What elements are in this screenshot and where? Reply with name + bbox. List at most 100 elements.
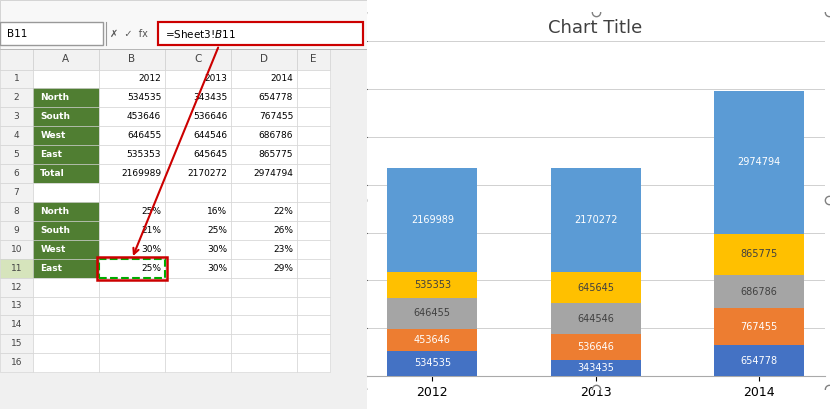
Bar — [99, 145, 165, 164]
Text: B11: B11 — [7, 29, 27, 39]
Bar — [297, 335, 330, 353]
Text: 535353: 535353 — [127, 150, 162, 159]
Text: 12: 12 — [11, 283, 22, 292]
Text: 646455: 646455 — [127, 131, 162, 140]
Bar — [297, 70, 330, 88]
Bar — [297, 145, 330, 164]
Text: 536646: 536646 — [193, 112, 227, 121]
Bar — [714, 308, 804, 345]
Bar — [387, 169, 477, 272]
Bar — [231, 335, 297, 353]
Bar — [33, 126, 99, 145]
Bar — [551, 303, 641, 334]
Text: 645645: 645645 — [577, 283, 614, 293]
Bar — [99, 202, 165, 221]
Text: 536646: 536646 — [577, 342, 614, 352]
Bar — [99, 297, 165, 315]
Title: Chart Title: Chart Title — [548, 18, 643, 36]
Bar — [0, 70, 33, 88]
Bar — [33, 164, 99, 183]
Bar — [297, 202, 330, 221]
Bar — [165, 240, 231, 259]
Bar — [33, 240, 99, 259]
Bar — [33, 278, 99, 297]
Bar — [33, 259, 99, 278]
Text: West: West — [40, 131, 66, 140]
Text: E: E — [310, 54, 317, 64]
Text: 534535: 534535 — [414, 358, 451, 369]
Bar — [0, 259, 33, 278]
Bar — [387, 351, 477, 376]
Bar — [99, 353, 165, 372]
Bar — [165, 202, 231, 221]
Bar — [165, 49, 231, 70]
Bar — [165, 335, 231, 353]
Text: 1: 1 — [13, 74, 19, 83]
Text: 30%: 30% — [207, 245, 227, 254]
Bar — [551, 334, 641, 360]
Bar — [297, 164, 330, 183]
Bar — [231, 353, 297, 372]
Text: 8: 8 — [13, 207, 19, 216]
Bar — [165, 126, 231, 145]
Text: East: East — [40, 150, 62, 159]
Text: South: South — [40, 112, 70, 121]
Text: A: A — [62, 54, 69, 64]
Bar — [231, 164, 297, 183]
Text: 7: 7 — [13, 188, 19, 197]
Bar — [0, 145, 33, 164]
Bar — [231, 70, 297, 88]
Bar — [0, 0, 367, 49]
Bar — [231, 240, 297, 259]
Bar — [551, 360, 641, 376]
Bar — [297, 278, 330, 297]
Text: C: C — [194, 54, 202, 64]
Bar — [297, 221, 330, 240]
Bar — [297, 240, 330, 259]
Text: 2169989: 2169989 — [411, 215, 454, 225]
Text: 2170272: 2170272 — [574, 215, 617, 225]
Bar — [714, 275, 804, 308]
Text: 13: 13 — [11, 301, 22, 310]
Text: West: West — [40, 245, 66, 254]
Text: 30%: 30% — [207, 264, 227, 273]
Text: 453646: 453646 — [414, 335, 451, 345]
Bar — [165, 259, 231, 278]
Text: 453646: 453646 — [127, 112, 162, 121]
Bar — [0, 126, 33, 145]
Text: 686786: 686786 — [259, 131, 293, 140]
Text: Total: Total — [40, 169, 65, 178]
Bar — [0, 353, 33, 372]
Bar — [231, 221, 297, 240]
Text: 534535: 534535 — [127, 93, 162, 102]
Bar — [0, 49, 33, 70]
Text: 25%: 25% — [207, 226, 227, 235]
Text: 654778: 654778 — [741, 355, 777, 366]
Text: 644546: 644546 — [577, 314, 614, 324]
Bar — [33, 221, 99, 240]
Bar — [714, 91, 804, 234]
Bar — [99, 126, 165, 145]
Bar — [387, 298, 477, 329]
Bar — [165, 278, 231, 297]
Bar — [99, 259, 165, 278]
Text: 2014: 2014 — [271, 74, 293, 83]
Text: 2013: 2013 — [204, 74, 227, 83]
Text: North: North — [40, 207, 69, 216]
Bar — [165, 108, 231, 126]
Text: 645645: 645645 — [193, 150, 227, 159]
Bar — [231, 183, 297, 202]
Bar — [297, 88, 330, 108]
Text: =Sheet3!$B$11: =Sheet3!$B$11 — [165, 28, 236, 40]
Bar — [231, 126, 297, 145]
Text: 6: 6 — [13, 169, 19, 178]
Bar — [33, 297, 99, 315]
Bar — [165, 221, 231, 240]
Bar — [0, 108, 33, 126]
Text: 2012: 2012 — [138, 74, 162, 83]
Bar — [99, 164, 165, 183]
Bar — [33, 202, 99, 221]
Bar — [297, 183, 330, 202]
Bar — [387, 329, 477, 351]
Bar — [99, 183, 165, 202]
